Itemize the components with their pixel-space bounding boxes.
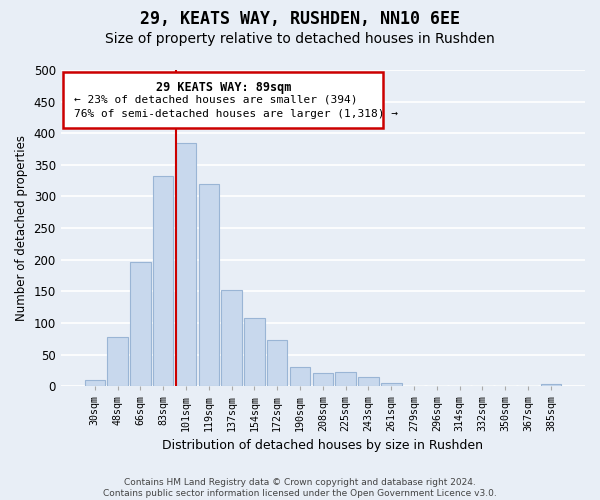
Bar (290, 367, 310, 386)
Text: 29 KEATS WAY: 89sqm: 29 KEATS WAY: 89sqm (155, 81, 291, 94)
Bar (381, 383, 401, 386)
Text: Contains HM Land Registry data © Crown copyright and database right 2024.
Contai: Contains HM Land Registry data © Crown c… (103, 478, 497, 498)
Bar (107, 337, 128, 386)
Bar (267, 340, 287, 386)
Bar (335, 372, 356, 386)
X-axis label: Distribution of detached houses by size in Rushden: Distribution of detached houses by size … (163, 440, 484, 452)
Bar (221, 290, 242, 386)
Text: Size of property relative to detached houses in Rushden: Size of property relative to detached ho… (105, 32, 495, 46)
Bar (85, 380, 105, 386)
Bar (358, 376, 379, 386)
FancyBboxPatch shape (63, 72, 383, 128)
Text: 29, KEATS WAY, RUSHDEN, NN10 6EE: 29, KEATS WAY, RUSHDEN, NN10 6EE (140, 10, 460, 28)
Bar (541, 384, 561, 386)
Bar (130, 262, 151, 386)
Bar (244, 318, 265, 386)
Text: ← 23% of detached houses are smaller (394): ← 23% of detached houses are smaller (39… (74, 94, 357, 104)
Y-axis label: Number of detached properties: Number of detached properties (15, 135, 28, 321)
Bar (153, 176, 173, 386)
Text: 76% of semi-detached houses are larger (1,318) →: 76% of semi-detached houses are larger (… (74, 108, 398, 118)
Bar (313, 374, 333, 386)
Bar (176, 142, 196, 386)
Bar (199, 184, 219, 386)
